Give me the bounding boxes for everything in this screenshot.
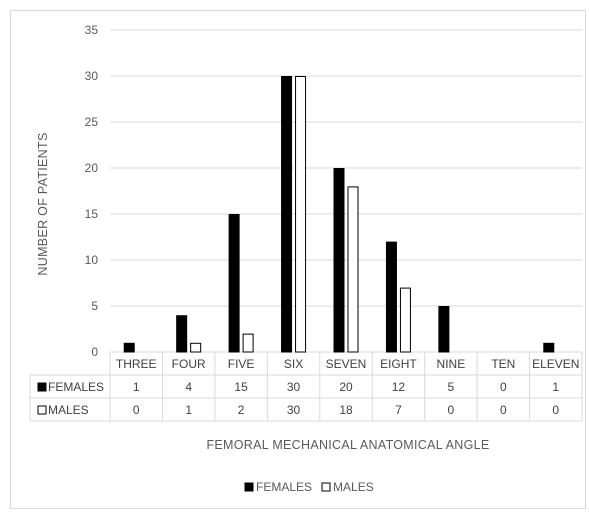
table-cell: 0 [500, 403, 507, 417]
table-cell: 0 [552, 403, 559, 417]
x-category-label: NINE [437, 357, 466, 371]
bar-females [438, 306, 450, 353]
table-row-key-swatch [37, 405, 47, 415]
table-cell: 7 [395, 403, 402, 417]
table-cell: 0 [448, 403, 455, 417]
bar-males [242, 333, 254, 353]
table-cell: 30 [287, 403, 301, 417]
bar-females [123, 342, 135, 353]
bar-males [295, 76, 307, 353]
table-cell: 1 [185, 403, 192, 417]
y-axis-ticks: 0 5 10 15 20 25 30 35 [85, 23, 99, 359]
bar-males [347, 186, 359, 353]
legend-swatch [244, 482, 254, 492]
legend-swatch [321, 482, 331, 492]
table-cell: 2 [238, 403, 245, 417]
bar-females [176, 315, 188, 353]
table-cell: 5 [448, 380, 455, 394]
table-cell: 12 [392, 380, 406, 394]
y-tick-label: 30 [85, 69, 99, 83]
y-tick-label: 35 [85, 23, 99, 37]
legend: FEMALES MALES [244, 480, 374, 494]
table-cell: 1 [552, 380, 559, 394]
x-category-label: SIX [284, 357, 303, 371]
table-cell: 30 [287, 380, 301, 394]
table-cell: 1 [133, 380, 140, 394]
x-category-label: SEVEN [326, 357, 367, 371]
data-table: THREE FOUR FIVE SIX SEVEN EIGHT NINE TEN ELEVEN F… [29, 352, 583, 422]
bars [123, 76, 555, 353]
bar-females [543, 342, 555, 353]
bar-males [190, 342, 202, 353]
table-row-label: MALES [48, 403, 89, 417]
bar-females [228, 214, 240, 353]
y-tick-label: 0 [91, 345, 98, 359]
y-tick-label: 5 [91, 299, 98, 313]
x-category-label: EIGHT [380, 357, 417, 371]
x-category-label: TEN [491, 357, 515, 371]
legend-label: FEMALES [256, 480, 312, 494]
gridlines [110, 29, 582, 353]
table-cell: 15 [234, 380, 248, 394]
bar-females [281, 76, 293, 353]
bar-females [385, 241, 397, 353]
table-cell: 0 [500, 380, 507, 394]
y-tick-label: 20 [85, 161, 99, 175]
x-category-label: FIVE [228, 357, 255, 371]
x-category-label: THREE [116, 357, 157, 371]
y-tick-label: 25 [85, 115, 99, 129]
x-category-label: FOUR [172, 357, 206, 371]
y-axis-label: NUMBER OF PATIENTS [36, 132, 50, 275]
table-cell: 20 [339, 380, 353, 394]
y-tick-label: 15 [85, 207, 99, 221]
table-cell: 18 [339, 403, 353, 417]
legend-label: MALES [333, 480, 374, 494]
x-category-label: ELEVEN [532, 357, 579, 371]
table-row-label: FEMALES [48, 380, 104, 394]
bar-males [399, 287, 411, 353]
table-cell: 4 [185, 380, 192, 394]
bar-females [333, 168, 345, 353]
table-row-key-swatch [37, 382, 47, 392]
y-tick-label: 10 [85, 253, 99, 267]
table-cell: 0 [133, 403, 140, 417]
x-axis-label: FEMORAL MECHANICAL ANATOMICAL ANGLE [206, 438, 489, 452]
